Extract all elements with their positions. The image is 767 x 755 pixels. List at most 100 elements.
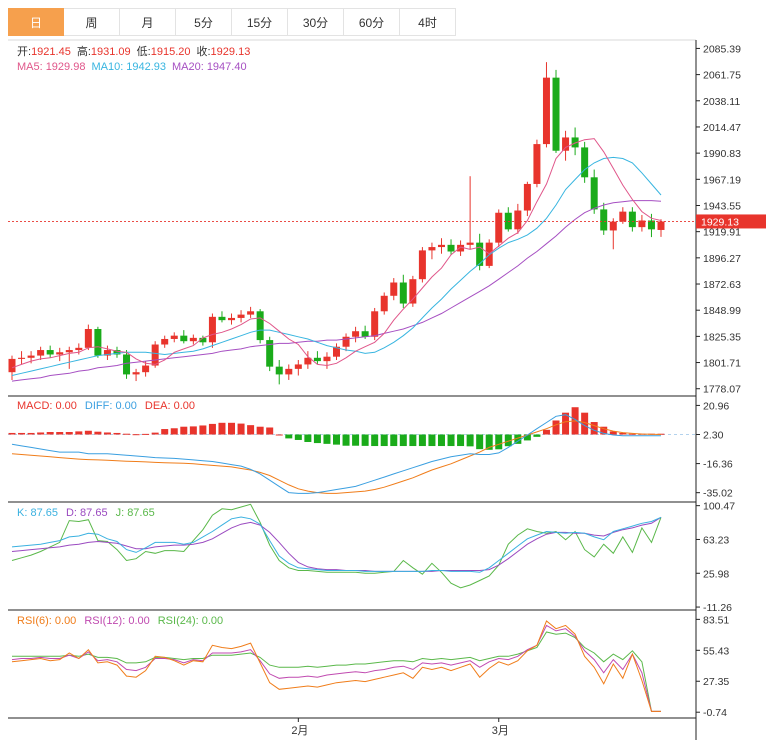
- candle-body: [352, 331, 360, 337]
- macd-axis-tick-label: -16.36: [703, 459, 733, 471]
- macd-bar: [533, 434, 541, 437]
- candle-body: [142, 365, 150, 373]
- tab-7[interactable]: 4时: [400, 8, 456, 36]
- macd-bar: [495, 434, 503, 450]
- macd-bar: [103, 432, 111, 435]
- info-line: MA5: 1929.98 MA10: 1942.93 MA20: 1947.40: [17, 61, 247, 73]
- macd-bar: [523, 434, 531, 441]
- candle-body: [37, 350, 45, 356]
- candle-body: [228, 317, 236, 321]
- candle-body: [132, 372, 140, 375]
- macd-axis-tick-label: 20.96: [703, 400, 729, 412]
- macd-bar: [275, 434, 283, 436]
- macd-bar: [323, 434, 331, 444]
- low-label: 低:: [137, 45, 151, 58]
- rsi12-line: [11, 624, 661, 712]
- macd-bar: [466, 434, 474, 447]
- macd-bar: [333, 434, 340, 445]
- tab-1[interactable]: 周: [64, 8, 120, 36]
- candle-body: [466, 242, 474, 245]
- candle-body: [247, 311, 255, 315]
- macd-bar: [380, 434, 388, 447]
- candle-body: [94, 329, 102, 356]
- x-tick-label: 2月: [291, 725, 308, 737]
- tab-4[interactable]: 15分: [232, 8, 288, 36]
- ma20-value: 1947.40: [207, 61, 247, 73]
- tab-3[interactable]: 5分: [176, 8, 232, 36]
- candle-body: [504, 212, 512, 230]
- last-price-tag-label: 1929.13: [701, 216, 739, 228]
- candle-body: [437, 244, 445, 248]
- ma10-line: [11, 156, 662, 376]
- macd-bar: [247, 425, 255, 435]
- macd-bar: [170, 428, 178, 435]
- tab-6[interactable]: 60分: [344, 8, 400, 36]
- macd-bar: [8, 432, 16, 435]
- legend: K: 87.65 D: 87.65 J: 87.65: [17, 507, 155, 519]
- price-axis-tick-label: 2085.39: [703, 43, 741, 55]
- macd-bar: [199, 425, 207, 435]
- macd-bar: [514, 434, 522, 444]
- kdj-axis-tick-label: 25.98: [703, 568, 729, 580]
- candle-body: [514, 210, 522, 230]
- kdj-axis-tick-label: -11.26: [703, 602, 732, 614]
- open-value: 1921.45: [31, 46, 71, 58]
- macd-bar: [65, 432, 73, 435]
- macd-bar: [304, 434, 312, 442]
- macd-bar: [132, 434, 140, 436]
- macd-bar: [218, 422, 226, 435]
- rsi-legend-12: RSI(12): 0.00: [84, 615, 149, 627]
- macd-bar: [46, 432, 54, 435]
- macd-bar: [485, 434, 493, 450]
- macd-bar: [285, 434, 293, 439]
- high-value: 1931.09: [91, 46, 131, 58]
- tab-0[interactable]: 日: [8, 8, 64, 36]
- macd-bar: [56, 432, 64, 435]
- macd-bar: [94, 431, 102, 435]
- macd-bar: [562, 412, 570, 435]
- price-axis-tick-label: 1943.55: [703, 200, 741, 212]
- macd-bar: [18, 432, 26, 435]
- macd-bar: [619, 432, 627, 435]
- price-axis-tick-label: 1848.99: [703, 305, 741, 317]
- ma10-value: 1942.93: [126, 61, 166, 73]
- legend: RSI(6): 0.00 RSI(12): 0.00 RSI(24): 0.00: [17, 615, 223, 627]
- dea-line: [11, 420, 662, 494]
- ma5-value: 1929.98: [46, 61, 86, 73]
- tab-5[interactable]: 30分: [288, 8, 344, 36]
- candle-body: [581, 147, 589, 178]
- candle-body: [647, 220, 655, 230]
- candle-body: [657, 221, 665, 230]
- candle-body: [428, 247, 436, 251]
- macd-bar: [180, 426, 188, 435]
- macd-bar: [542, 429, 550, 435]
- macd-axis-tick-label: -35.02: [703, 488, 733, 500]
- price-axis-tick-label: 1801.71: [703, 358, 741, 370]
- open-label: 开:: [17, 46, 31, 58]
- macd-bar: [37, 432, 45, 435]
- macd-bar: [590, 422, 598, 435]
- candle-body: [56, 352, 64, 355]
- close-value: 1929.13: [211, 46, 251, 58]
- macd-bar: [294, 434, 302, 440]
- macd-bar: [552, 420, 560, 435]
- candle-body: [218, 316, 226, 321]
- macd-legend-dea: DEA: 0.00: [145, 400, 195, 412]
- x-tick-label: 3月: [492, 725, 509, 737]
- candle-body: [113, 350, 121, 355]
- candle-body: [571, 137, 579, 148]
- candle-body: [495, 212, 503, 243]
- rsi-axis-tick-label: -0.74: [703, 707, 727, 719]
- macd-bar: [113, 432, 121, 435]
- rsi-axis-tick-label: 83.51: [703, 614, 729, 626]
- kdj-axis-tick-label: 100.47: [703, 501, 735, 513]
- tab-2[interactable]: 月: [120, 8, 176, 36]
- period-tab-bar: 日周月 5分 15分 30分 60分 4时: [8, 8, 456, 36]
- price-axis-tick-label: 1825.35: [703, 331, 741, 343]
- price-axis-tick-label: 1967.19: [703, 174, 741, 186]
- candle-body: [590, 177, 598, 210]
- candle-body: [533, 144, 541, 184]
- macd-bar: [628, 433, 636, 435]
- candle-body: [600, 209, 608, 231]
- macd-bar: [437, 434, 445, 447]
